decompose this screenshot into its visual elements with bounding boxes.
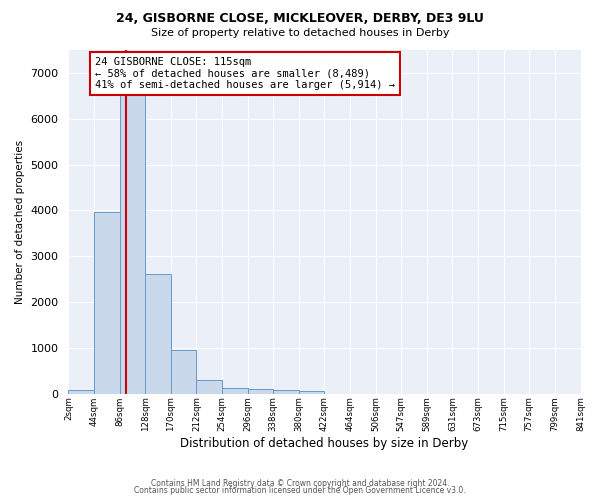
Text: 24 GISBORNE CLOSE: 115sqm
← 58% of detached houses are smaller (8,489)
41% of se: 24 GISBORNE CLOSE: 115sqm ← 58% of detac… bbox=[95, 57, 395, 90]
Bar bbox=[248, 389, 273, 394]
Y-axis label: Number of detached properties: Number of detached properties bbox=[15, 140, 25, 304]
Bar bbox=[222, 388, 248, 394]
Text: 24, GISBORNE CLOSE, MICKLEOVER, DERBY, DE3 9LU: 24, GISBORNE CLOSE, MICKLEOVER, DERBY, D… bbox=[116, 12, 484, 26]
Bar bbox=[299, 392, 325, 394]
Text: Contains HM Land Registry data © Crown copyright and database right 2024.: Contains HM Land Registry data © Crown c… bbox=[151, 478, 449, 488]
Bar bbox=[94, 212, 119, 394]
Text: Contains public sector information licensed under the Open Government Licence v3: Contains public sector information licen… bbox=[134, 486, 466, 495]
Bar bbox=[119, 92, 145, 394]
Bar bbox=[68, 390, 94, 394]
Bar bbox=[273, 390, 299, 394]
Bar bbox=[196, 380, 222, 394]
Bar bbox=[171, 350, 196, 394]
X-axis label: Distribution of detached houses by size in Derby: Distribution of detached houses by size … bbox=[181, 437, 469, 450]
Text: Size of property relative to detached houses in Derby: Size of property relative to detached ho… bbox=[151, 28, 449, 38]
Bar bbox=[145, 274, 171, 394]
